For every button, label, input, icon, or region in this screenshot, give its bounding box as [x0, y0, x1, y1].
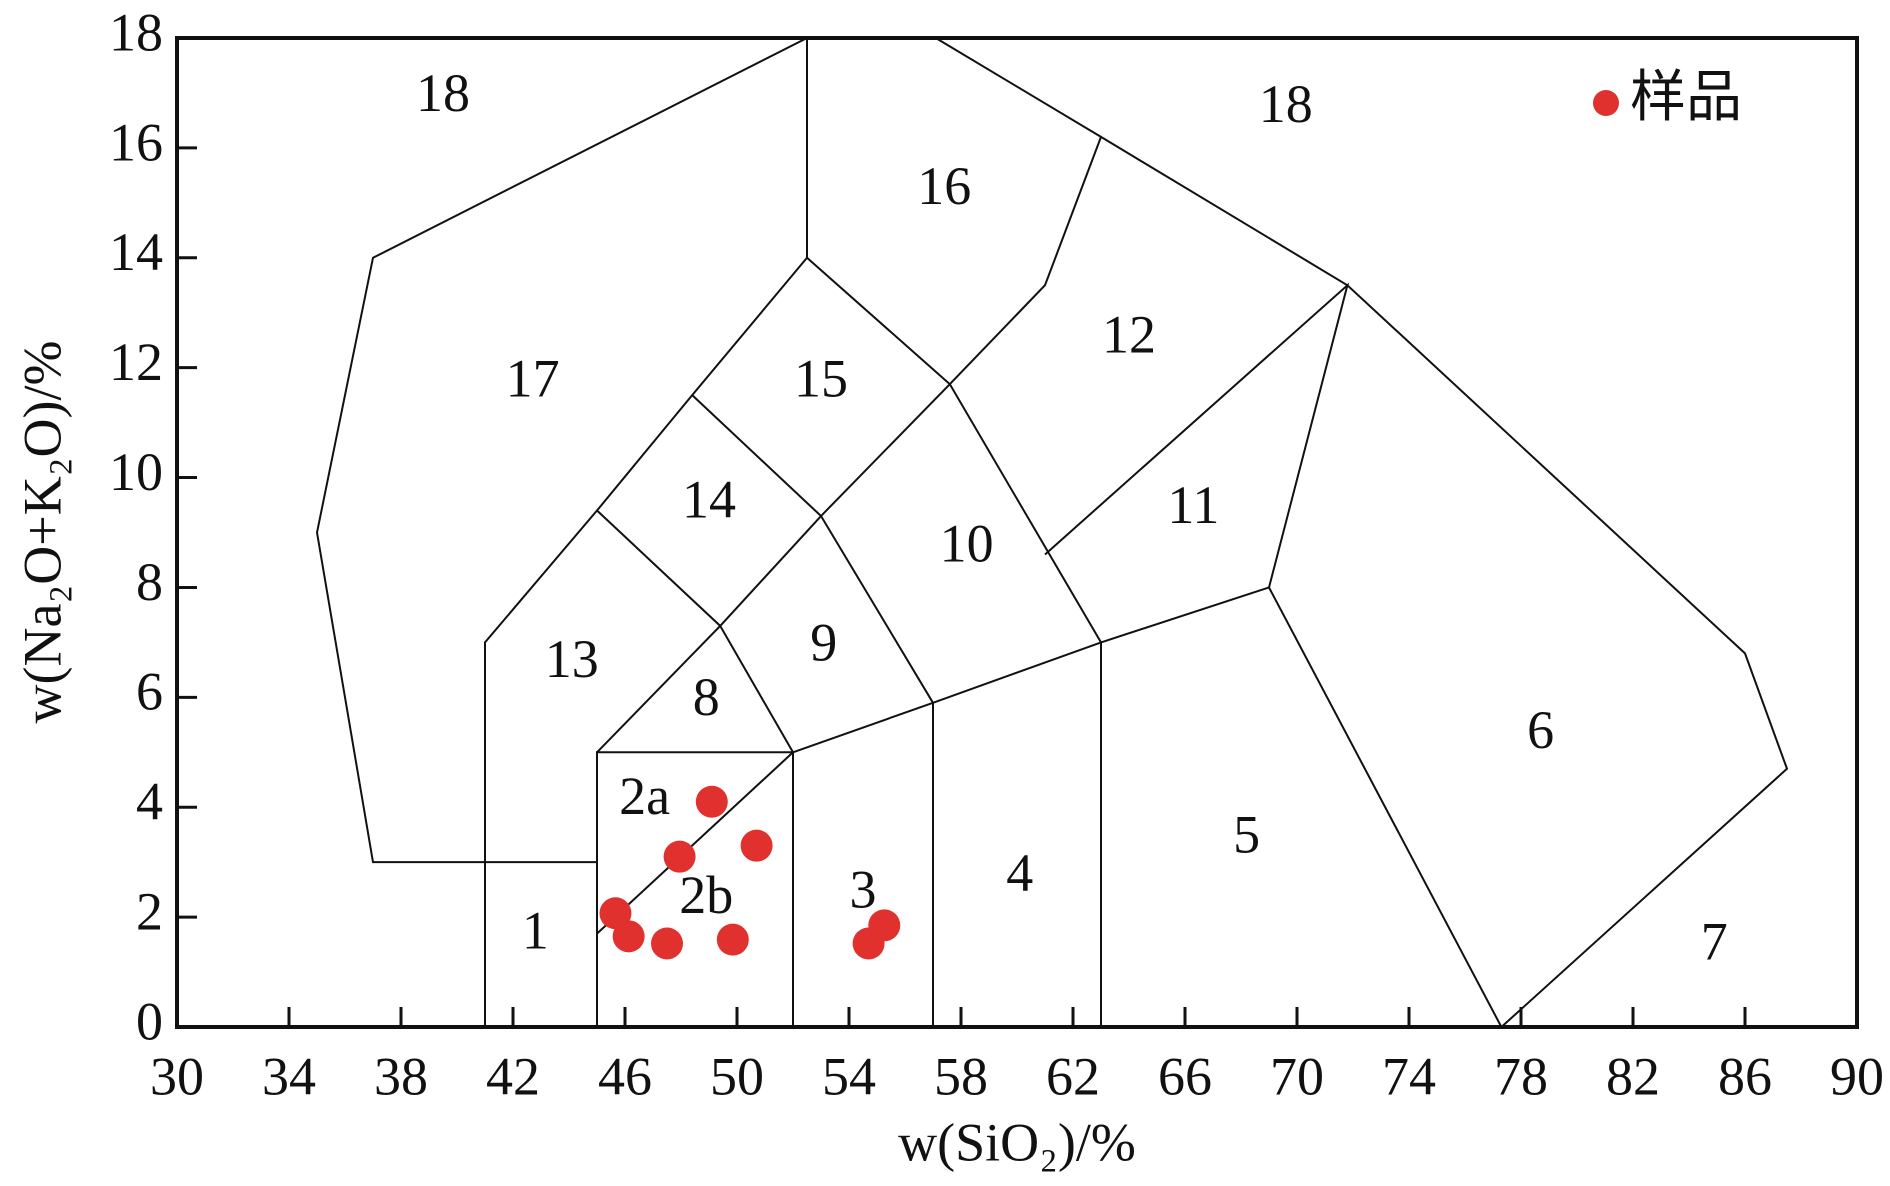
data-point	[663, 840, 696, 873]
field-boundary	[315, 36, 808, 864]
x-tick-label: 46	[598, 1046, 652, 1106]
field-label: 12	[1102, 305, 1156, 365]
field-boundary	[1044, 282, 1503, 1028]
data-point	[716, 923, 749, 956]
field-label: 17	[506, 349, 560, 409]
y-tick-label: 2	[136, 882, 163, 942]
field-boundary	[949, 136, 1102, 385]
data-point	[695, 785, 728, 818]
field-label: 13	[545, 629, 599, 689]
field-label: 6	[1527, 700, 1554, 760]
x-tick-label: 50	[710, 1046, 764, 1106]
x-tick-label: 74	[1382, 1046, 1436, 1106]
y-tick-label: 8	[136, 552, 163, 612]
y-tick-label: 0	[136, 991, 163, 1051]
x-tick-label: 38	[374, 1046, 428, 1106]
x-tick-label: 34	[262, 1046, 316, 1106]
field-label: 7	[1701, 912, 1728, 972]
field-boundary	[596, 751, 794, 1027]
field-boundary	[935, 37, 1789, 1028]
y-tick-label: 14	[109, 222, 163, 282]
data-point	[740, 829, 773, 862]
field-label: 9	[810, 612, 837, 672]
field-label: 1	[522, 901, 549, 961]
field-boundary	[806, 257, 1102, 1027]
x-tick-label: 78	[1494, 1046, 1548, 1106]
y-tick-label: 6	[136, 662, 163, 722]
field-label: 3	[850, 860, 877, 920]
field-boundary	[596, 624, 794, 753]
field-label: 11	[1167, 475, 1219, 535]
field-label: 2a	[619, 766, 670, 826]
x-tick-label: 70	[1270, 1046, 1324, 1106]
field-boundary	[792, 586, 1270, 754]
data-point	[868, 909, 901, 942]
field-label: 15	[794, 349, 848, 409]
x-tick-label: 30	[150, 1046, 204, 1106]
x-tick-label: 62	[1046, 1046, 1100, 1106]
y-tick-label: 4	[136, 772, 163, 832]
x-tick-label: 86	[1718, 1046, 1772, 1106]
data-point	[612, 920, 645, 953]
field-label: 5	[1233, 805, 1260, 865]
y-tick-label: 18	[109, 2, 163, 62]
field-label: 8	[693, 667, 720, 727]
y-tick-label: 10	[109, 442, 163, 502]
x-tick-label: 42	[486, 1046, 540, 1106]
field-label: 18	[1259, 74, 1313, 134]
field-label: 4	[1006, 843, 1033, 903]
field-boundary	[596, 751, 794, 935]
field-label: 10	[940, 513, 994, 573]
x-tick-label: 66	[1158, 1046, 1212, 1106]
y-tick-label: 16	[109, 112, 163, 172]
field-label: 16	[917, 156, 971, 216]
plot-frame	[175, 36, 1859, 1029]
field-label: 2b	[679, 865, 733, 925]
y-tick-label: 12	[109, 332, 163, 392]
field-label: 18	[416, 63, 470, 123]
y-axis-label: w(Na₂O+K₂O)/%	[12, 340, 72, 723]
data-point	[651, 927, 683, 960]
x-axis-label: w(SiO₂)/%	[898, 1112, 1136, 1172]
field-label: 14	[682, 469, 736, 529]
x-tick-label: 90	[1830, 1046, 1884, 1106]
x-tick-label: 58	[934, 1046, 988, 1106]
legend-label: 样品	[1630, 67, 1742, 129]
x-tick-label: 54	[822, 1046, 876, 1106]
x-tick-label: 82	[1606, 1046, 1660, 1106]
legend-marker	[1593, 90, 1619, 116]
